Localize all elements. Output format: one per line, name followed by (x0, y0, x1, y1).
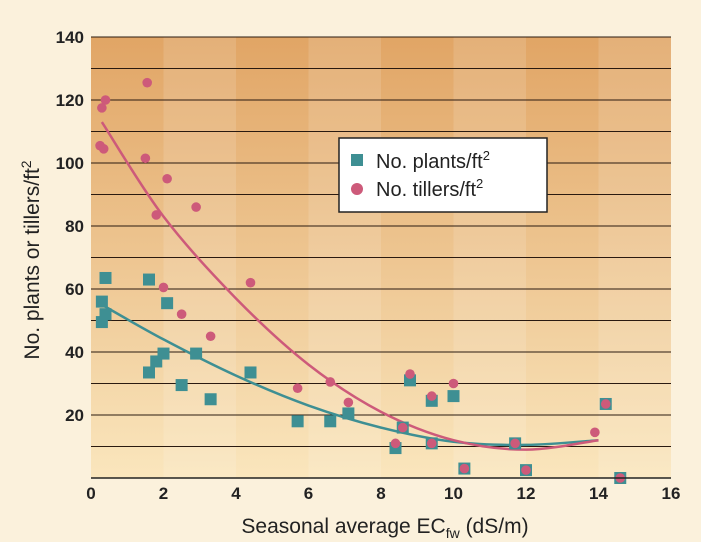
x-tick-label: 4 (231, 484, 241, 503)
tillers-data-point (427, 439, 437, 449)
tillers-data-point (101, 95, 111, 105)
x-tick-label: 2 (159, 484, 168, 503)
tillers-data-point (521, 465, 531, 475)
tillers-data-point (510, 439, 520, 449)
x-axis-label: Seasonal average ECfw (dS/m) (241, 515, 528, 541)
tillers-data-point (177, 309, 187, 319)
y-tick-label: 40 (65, 343, 84, 362)
plants-data-point (205, 393, 217, 405)
tillers-data-point (206, 331, 216, 341)
x-tick-label: 10 (444, 484, 463, 503)
plants-data-point (324, 415, 336, 427)
legend-circle-marker-icon (351, 183, 363, 195)
tillers-data-point (151, 210, 161, 220)
tillers-data-point (159, 283, 169, 293)
plants-data-point (158, 348, 170, 360)
tillers-data-point (141, 153, 151, 163)
tillers-data-point (405, 369, 415, 379)
legend-label-plants: No. plants/ft2 (376, 148, 490, 173)
x-tick-label: 0 (86, 484, 95, 503)
legend-square-marker-icon (351, 154, 363, 166)
tillers-data-point (398, 423, 408, 433)
plants-data-point (100, 272, 112, 284)
tillers-data-point (391, 439, 401, 449)
plants-data-point (190, 348, 202, 360)
y-tick-label: 20 (65, 406, 84, 425)
x-tick-label: 12 (517, 484, 536, 503)
tillers-data-point (427, 391, 437, 401)
plants-data-point (143, 366, 155, 378)
y-tick-label: 60 (65, 280, 84, 299)
tillers-data-point (142, 78, 152, 88)
plants-data-point (176, 379, 188, 391)
plants-data-point (342, 407, 354, 419)
tillers-data-point (590, 428, 600, 438)
tillers-data-point (325, 377, 335, 387)
y-tick-label: 80 (65, 217, 84, 236)
tillers-data-point (99, 144, 109, 154)
tillers-data-point (191, 202, 201, 212)
plants-data-point (143, 274, 155, 286)
x-tick-label: 16 (662, 484, 681, 503)
plants-data-point (161, 297, 173, 309)
tillers-data-point (601, 399, 611, 409)
plants-data-point (448, 390, 460, 402)
y-axis-label: No. plants or tillers/ft2 (18, 160, 44, 359)
plants-data-point (96, 296, 108, 308)
y-tick-label: 120 (56, 91, 84, 110)
plants-data-point (100, 308, 112, 320)
legend-label-tillers: No. tillers/ft2 (376, 176, 483, 201)
tillers-data-point (293, 383, 303, 393)
y-tick-label: 140 (56, 28, 84, 47)
y-tick-label: 100 (56, 154, 84, 173)
tillers-data-point (344, 398, 354, 408)
tillers-data-point (246, 278, 256, 288)
x-tick-label: 14 (589, 484, 608, 503)
plants-data-point (245, 366, 257, 378)
legend: No. plants/ft2 No. tillers/ft2 (339, 138, 547, 212)
x-tick-label: 8 (376, 484, 385, 503)
x-tick-label: 6 (304, 484, 313, 503)
tillers-data-point (162, 174, 172, 184)
plants-data-point (292, 415, 304, 427)
tillers-data-point (460, 464, 470, 474)
tillers-data-point (449, 379, 459, 389)
